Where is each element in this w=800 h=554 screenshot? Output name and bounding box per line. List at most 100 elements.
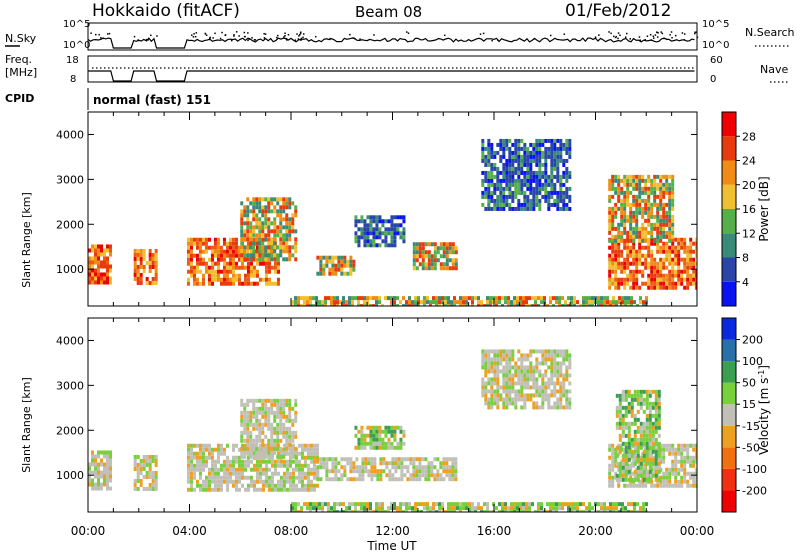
velocity-frame <box>87 317 698 513</box>
heatmap-cell <box>103 260 106 265</box>
heatmap-cell <box>565 365 569 370</box>
heatmap-cell <box>264 410 268 415</box>
heatmap-cell <box>647 214 651 219</box>
heatmap-cell <box>381 445 385 450</box>
heatmap-cell <box>270 229 274 234</box>
heatmap-cell <box>333 304 336 306</box>
heatmap-cell <box>659 202 663 207</box>
heatmap-cell <box>103 482 106 487</box>
heatmap-cell <box>562 198 566 203</box>
heatmap-cell <box>393 445 397 450</box>
heatmap-cell <box>396 510 399 512</box>
heatmap-cell <box>243 438 247 443</box>
freq-unit-label: [MHz] <box>5 66 37 79</box>
heatmap-cell <box>665 245 669 250</box>
heatmap-cell <box>267 201 271 206</box>
heatmap-cell <box>641 483 645 488</box>
heatmap-cell <box>508 206 512 211</box>
heatmap-cell <box>623 190 627 195</box>
heatmap-cell <box>556 166 560 171</box>
heatmap-cell <box>225 249 229 254</box>
heatmap-cell <box>651 429 655 434</box>
heatmap-cell <box>88 478 91 483</box>
heatmap-cell <box>106 458 109 463</box>
heatmap-cell <box>309 510 312 512</box>
heatmap-cell <box>216 475 220 480</box>
heatmap-cell <box>546 510 549 512</box>
heatmap-cell <box>651 473 655 478</box>
heatmap-cell <box>306 487 310 492</box>
heatmap-cell <box>379 473 383 478</box>
heatmap-cell <box>624 441 628 446</box>
heatmap-cell <box>523 353 527 358</box>
heatmap-cell <box>433 246 437 251</box>
heatmap-cell <box>411 510 414 512</box>
heatmap-cell <box>556 373 560 378</box>
heatmap-cell <box>276 426 280 431</box>
heatmap-cell <box>106 482 109 487</box>
heatmap-cell <box>481 142 485 147</box>
heatmap-cell <box>638 210 642 215</box>
heatmap-cell <box>504 510 507 512</box>
heatmap-cell <box>644 210 648 215</box>
heatmap-cell <box>352 469 356 474</box>
heatmap-cell <box>421 266 425 271</box>
heatmap-cell <box>228 471 232 476</box>
heatmap-cell <box>683 455 687 460</box>
heatmap-cell <box>103 272 106 277</box>
heatmap-cell <box>657 413 661 418</box>
heatmap-cell <box>454 250 458 255</box>
heatmap-cell <box>243 467 247 472</box>
heatmap-cell <box>654 401 658 406</box>
heatmap-cell <box>198 241 202 246</box>
heatmap-cell <box>544 186 548 191</box>
heatmap-cell <box>228 265 232 270</box>
heatmap-cell <box>612 506 615 511</box>
heatmap-cell <box>525 506 528 511</box>
heatmap-cell <box>502 365 506 370</box>
heatmap-cell <box>570 506 573 511</box>
heatmap-cell <box>255 201 259 206</box>
heatmap-cell <box>624 510 627 512</box>
heatmap-cell <box>237 265 241 270</box>
heatmap-cell <box>489 304 492 306</box>
heatmap-cell <box>668 253 672 258</box>
heatmap-cell <box>328 271 332 276</box>
heatmap-cell <box>261 402 265 407</box>
heatmap-cell <box>513 506 516 511</box>
heatmap-cell <box>499 142 503 147</box>
heatmap-cell <box>282 410 286 415</box>
heatmap-cell <box>240 471 244 476</box>
heatmap-cell <box>186 257 190 262</box>
heatmap-cell <box>315 447 319 452</box>
heatmap-cell <box>369 215 373 220</box>
heatmap-cell <box>639 437 643 442</box>
heatmap-cell <box>484 381 488 386</box>
heatmap-cell <box>294 205 298 210</box>
heatmap-cell <box>665 479 669 484</box>
heatmap-cell <box>429 304 432 306</box>
heatmap-cell <box>258 451 262 456</box>
heatmap-cell <box>623 198 627 203</box>
heatmap-cell <box>641 178 645 183</box>
heatmap-cell <box>261 241 265 246</box>
heatmap-cell <box>418 262 422 267</box>
heatmap-cell <box>204 487 208 492</box>
heatmap-cell <box>621 389 625 394</box>
heatmap-cell <box>547 385 551 390</box>
heatmap-cell <box>484 186 488 191</box>
heatmap-cell <box>249 398 253 403</box>
heatmap-cell <box>559 393 563 398</box>
heatmap-cell <box>91 264 94 269</box>
heatmap-cell <box>629 463 633 468</box>
heatmap-cell <box>207 443 211 448</box>
heatmap-cell <box>445 465 449 470</box>
heatmap-cell <box>550 150 554 155</box>
heatmap-cell <box>508 146 512 151</box>
heatmap-cell <box>627 409 631 414</box>
heatmap-cell <box>632 230 636 235</box>
heatmap-cell <box>273 221 277 226</box>
heatmap-cell <box>529 182 533 187</box>
heatmap-cell <box>621 304 624 306</box>
heatmap-cell <box>642 477 646 482</box>
